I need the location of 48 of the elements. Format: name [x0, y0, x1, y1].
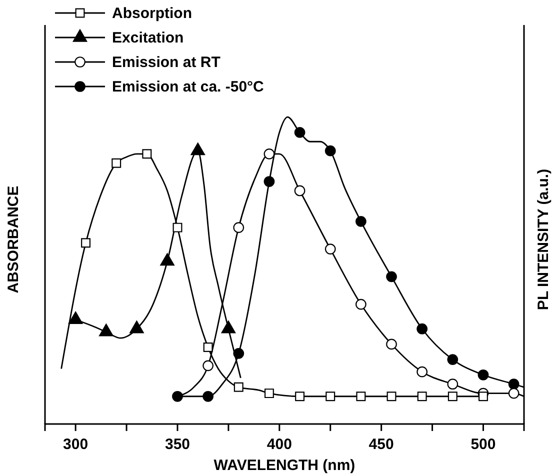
point [295, 392, 305, 402]
point [202, 360, 214, 372]
point [326, 392, 336, 402]
point [234, 382, 244, 392]
legend-label: Excitation [112, 30, 184, 46]
point [112, 158, 122, 168]
point [203, 342, 213, 352]
legend-label: Emission at ca. -50°C [112, 78, 264, 96]
x-tick-label: 500 [470, 436, 496, 453]
x-tick-label: 300 [63, 436, 88, 453]
legend-label: Emission at RT [112, 54, 220, 71]
x-tick-label: 400 [266, 436, 292, 453]
point [386, 338, 397, 350]
point [356, 298, 366, 310]
point [172, 390, 183, 402]
point [508, 378, 520, 390]
point [417, 392, 427, 402]
x-tick-label: 450 [368, 436, 394, 453]
legend-label: Absorption [112, 5, 192, 22]
point [478, 369, 489, 380]
point [142, 149, 152, 159]
point [324, 145, 336, 156]
y-axis-title: ABSORBANCE [5, 186, 22, 294]
point [81, 238, 90, 248]
point [294, 126, 306, 138]
point [447, 354, 458, 365]
point [294, 185, 306, 196]
point [478, 392, 488, 402]
point [416, 366, 428, 378]
point [264, 388, 274, 398]
point [416, 323, 428, 334]
point [233, 222, 244, 233]
point [264, 176, 275, 187]
point [202, 390, 214, 402]
point [356, 392, 366, 402]
point [356, 216, 366, 227]
point [386, 271, 397, 282]
point [324, 244, 336, 254]
y2-axis-title: PL INTENSITY (a.u.) [535, 168, 552, 310]
point [448, 392, 458, 402]
point [386, 392, 396, 402]
point [233, 348, 244, 359]
x-tick-label: 350 [164, 436, 190, 453]
point [264, 148, 275, 160]
point [172, 222, 182, 232]
point [508, 388, 520, 399]
point [447, 378, 458, 390]
x-axis-title: WAVELENGTH (nm) [214, 457, 356, 474]
